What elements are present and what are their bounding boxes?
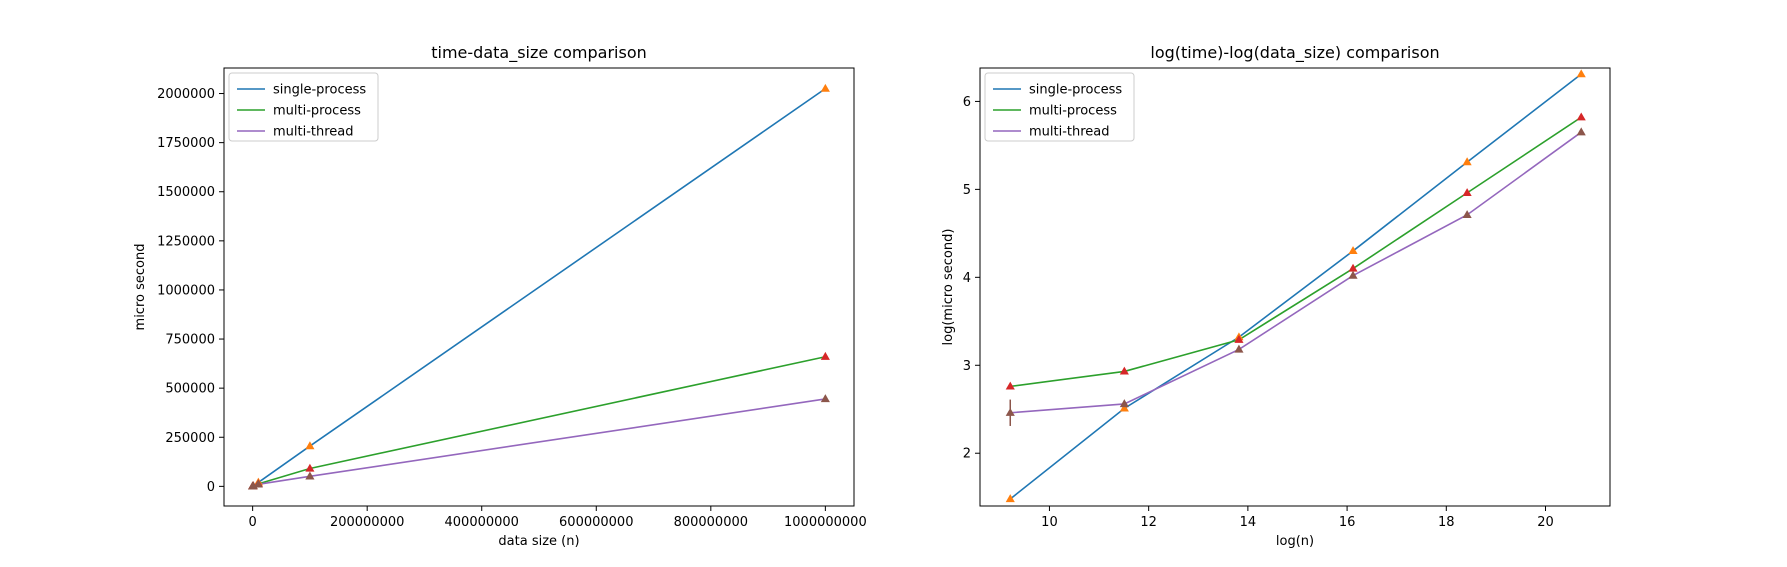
x-tick-label: 14 [1240,515,1257,530]
data-point-marker [820,394,830,403]
y-tick-label: 6 [963,95,971,110]
y-axis-label: micro second [133,244,148,331]
legend: single-process multi-process multi-thread [984,72,1135,142]
x-tick-label: 18 [1438,515,1455,530]
y-tick-label: 250000 [165,431,215,446]
plot-area [248,83,830,490]
data-point-marker [305,463,315,472]
chart-log-log: log(time)-log(data_size) comparison log(… [941,43,1611,549]
chart-time-data-size: time-data_size comparison data size (n) … [133,43,867,549]
x-tick-label: 16 [1339,515,1356,530]
legend-label: multi-thread [273,125,354,140]
legend-label: single-process [273,83,366,98]
data-point-marker [1005,494,1015,503]
series-line-multi-process [1010,116,1582,388]
y-tick-label: 750000 [165,333,215,348]
data-point-marker [1462,157,1472,166]
data-point-marker [253,479,263,488]
x-tick-label: 800000000 [674,515,748,530]
chart-title: log(time)-log(data_size) comparison [1150,43,1439,63]
data-point-marker [1119,399,1129,408]
data-point-marker [305,471,315,480]
data-point-marker [1462,188,1472,197]
tick-group: 0 200000000 400000000 600000000 800000000 100… [157,87,867,530]
data-point-marker [1576,112,1586,121]
axes-frame [979,67,1611,507]
x-tick-label: 600000000 [559,515,633,530]
y-tick-label: 4 [963,271,971,286]
y-tick-label: 1500000 [157,185,215,200]
y-axis-label: log(micro second) [941,229,956,346]
y-tick-label: 0 [207,480,215,495]
y-tick-label: 1250000 [157,234,215,249]
legend: single-process multi-process multi-thread [228,72,379,142]
legend-box [984,72,1135,142]
data-point-marker [820,83,830,92]
data-point-marker [820,351,830,360]
tick-group: 10 12 14 16 18 20 2 3 4 5 6 [963,95,1554,530]
data-point-marker [1348,270,1358,279]
x-tick-label: 10 [1041,515,1058,530]
y-tick-label: 5 [963,183,971,198]
data-point-marker [1576,127,1586,136]
x-tick-label: 400000000 [445,515,519,530]
x-tick-label: 20 [1537,515,1554,530]
legend-label: single-process [1029,83,1122,98]
plot-area [1005,69,1586,503]
data-point-marker [1348,263,1358,272]
x-tick-label: 200000000 [330,515,404,530]
data-point-marker [305,441,315,450]
y-tick-label: 2 [963,447,971,462]
x-axis-label: log(n) [1276,534,1314,549]
series-line-multi-thread [1010,131,1582,414]
y-tick-label: 2000000 [157,87,215,102]
data-point-marker [1462,210,1472,218]
data-point-marker [1005,381,1015,390]
data-point-marker [1119,403,1129,412]
chart-title: time-data_size comparison [431,43,647,63]
legend-box [228,72,379,142]
data-point-marker [1234,334,1244,343]
y-tick-label: 3 [963,359,971,374]
axes-frame [223,67,855,507]
series-line-single-process [1009,73,1582,500]
legend-label: multi-thread [1029,125,1110,140]
data-point-marker [1576,69,1586,78]
x-tick-label: 0 [248,515,256,530]
x-tick-label: 1000000000 [784,515,867,530]
data-point-marker [1005,407,1015,416]
y-tick-label: 500000 [165,382,215,397]
x-axis-label: data size (n) [498,534,579,549]
y-tick-label: 1750000 [157,136,215,151]
y-tick-label: 1000000 [157,283,215,298]
x-tick-label: 12 [1140,515,1157,530]
legend-label: multi-process [1029,104,1117,119]
data-point-marker [1234,344,1244,353]
legend-label: multi-process [273,104,361,119]
data-point-marker [1348,246,1358,255]
data-point-marker [1119,366,1129,375]
